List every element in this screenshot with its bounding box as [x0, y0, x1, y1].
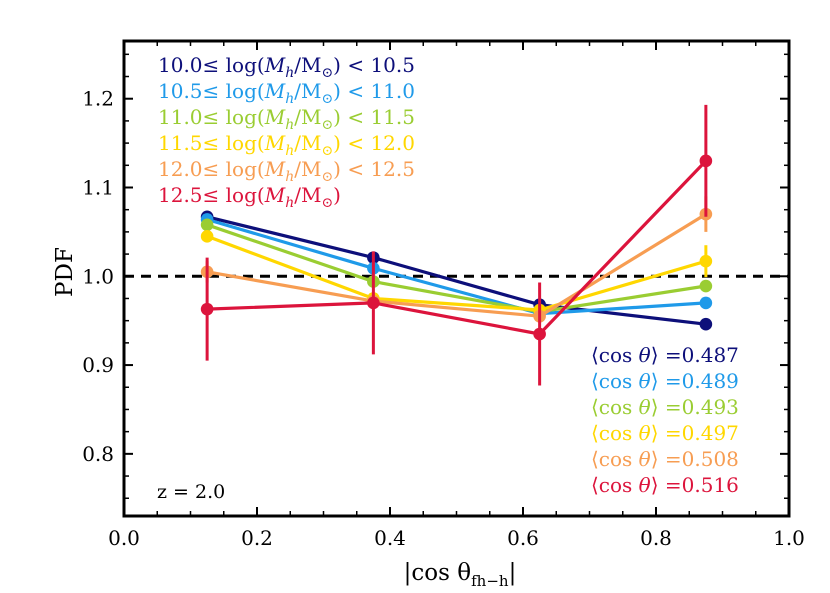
legend-entry-2: 10.5≤ log(Mh/M⊙) < 11.0 [158, 79, 415, 107]
svg-text:|cos θfh−h|: |cos θfh−h| [404, 560, 517, 590]
y-axis-label: PDF [52, 247, 78, 297]
series-4-point-1 [200, 230, 214, 243]
series-3-point-4 [699, 279, 713, 293]
x-axis-label-subscript: fh−h [471, 572, 509, 590]
series-6-point-2 [367, 296, 380, 310]
mean-cos-entry-1: ⟨cos θ⟩ =0.487 [591, 343, 739, 367]
legend: 10.0≤ log(Mh/M⊙) < 10.510.5≤ log(Mh/M⊙) … [158, 53, 415, 211]
y-tick-label-5: 1.2 [82, 87, 114, 111]
series-1-point-4 [699, 317, 713, 331]
series-4 [200, 230, 713, 317]
mean-cos-entry-4: ⟨cos θ⟩ =0.497 [591, 421, 739, 445]
x-tick-label-4: 0.6 [507, 526, 539, 550]
tick-layer: 0.0 0.2 0.4 0.6 0.8 1.0 0.8 0.9 1.0 1.1 1.2 [82, 41, 805, 550]
y-tick-label-2: 0.9 [82, 353, 114, 377]
legend-entry-5: 12.0≤ log(Mh/M⊙) < 12.5 [158, 157, 415, 185]
x-tick-label-6: 1.0 [773, 526, 805, 550]
mean-cos-entry-6: ⟨cos θ⟩ =0.516 [591, 473, 739, 497]
series-6-line [207, 159, 708, 336]
series-4-line [206, 234, 707, 312]
y-tick-label-1: 0.8 [82, 442, 114, 466]
mean-cos-legend: ⟨cos θ⟩ =0.487⟨cos θ⟩ =0.489⟨cos θ⟩ =0.4… [591, 343, 739, 497]
x-axis-label: |cos θfh−h| [404, 560, 517, 590]
series-6 [200, 104, 713, 386]
series-2-line [206, 217, 707, 316]
legend-entry-6: 12.5≤ log(Mh/M⊙) [158, 183, 341, 211]
series-6-point-3 [533, 327, 546, 341]
series-1-line [206, 215, 707, 326]
x-tick-label-1: 0.0 [108, 526, 140, 550]
x-axis-label-main: |cos θ [404, 560, 471, 586]
series-2-point-4 [699, 296, 713, 310]
series-3-point-1 [200, 218, 214, 232]
series-1 [200, 210, 713, 331]
y-tick-label-4: 1.1 [82, 175, 114, 199]
y-tick-label-3: 1.0 [82, 264, 114, 288]
redshift-annotation: z = 2.0 [157, 481, 225, 503]
legend-entry-4: 11.5≤ log(Mh/M⊙) < 12.0 [158, 131, 415, 159]
series-6-point-4 [699, 154, 713, 168]
legend-entry-3: 11.0≤ log(Mh/M⊙) < 11.5 [158, 105, 415, 133]
series-layer [200, 104, 713, 386]
mean-cos-entry-2: ⟨cos θ⟩ =0.489 [591, 369, 739, 393]
mean-cos-entry-5: ⟨cos θ⟩ =0.508 [591, 447, 739, 471]
series-4-point-4 [699, 254, 713, 268]
legend-entry-1: 10.0≤ log(Mh/M⊙) < 10.5 [158, 53, 415, 81]
series-5-line [206, 212, 707, 318]
x-tick-label-3: 0.4 [374, 526, 406, 550]
series-6-point-1 [200, 302, 214, 316]
x-tick-label-2: 0.2 [241, 526, 273, 550]
mean-cos-entry-3: ⟨cos θ⟩ =0.493 [591, 395, 739, 419]
series-3-line [206, 223, 707, 314]
x-tick-label-5: 0.8 [640, 526, 672, 550]
x-axis-label-end: | [509, 560, 517, 586]
